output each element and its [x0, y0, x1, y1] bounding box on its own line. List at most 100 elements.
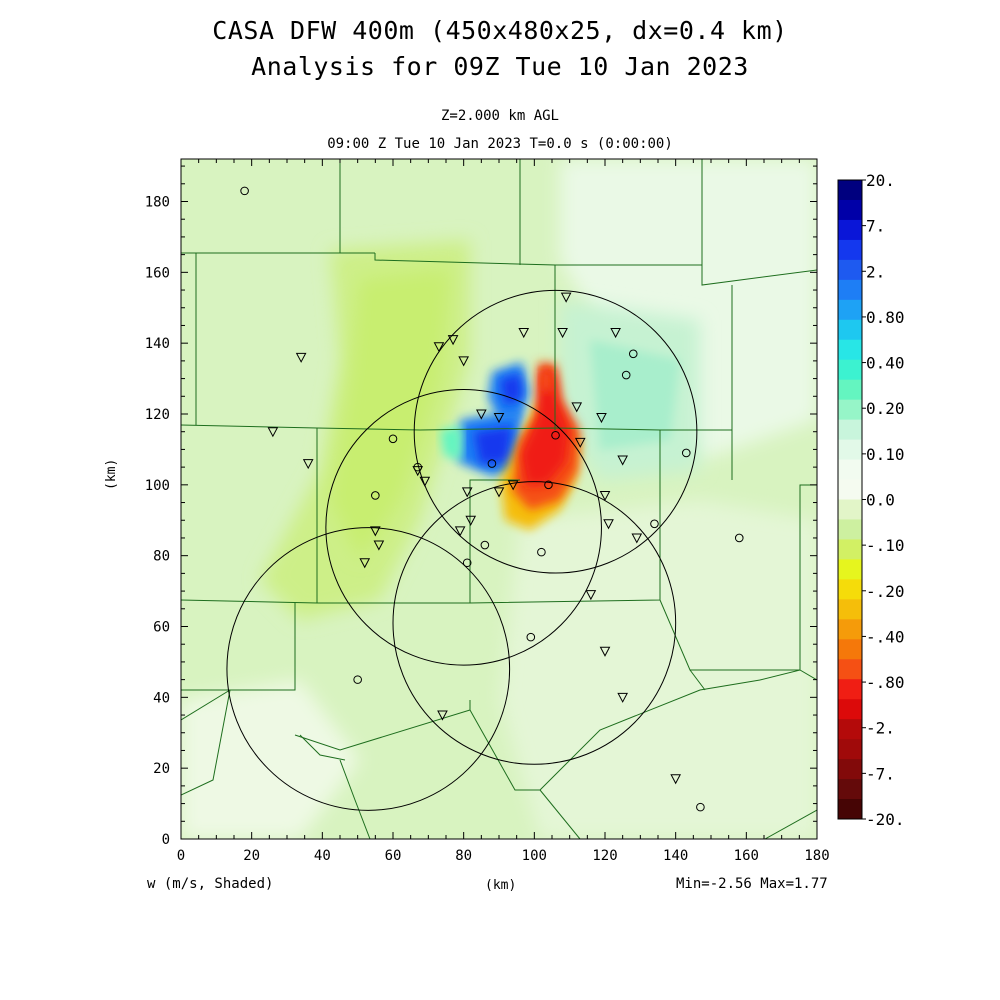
colorbar-swatch — [838, 279, 862, 301]
triangle-station — [295, 352, 307, 363]
circle-station — [681, 448, 691, 458]
colorbar-labels: 20. 7. 2. 0.80 0.40 0.20 0.10 0.0 -.10 -.20 -.40 -.… — [866, 171, 905, 829]
y-tick-label: 60 — [153, 620, 170, 636]
y-tick-label: 180 — [145, 195, 170, 211]
y-tick-label: 140 — [145, 336, 170, 352]
circle-station — [487, 459, 497, 468]
triangle-station — [373, 540, 385, 551]
circle-station — [551, 430, 560, 440]
x-tick-label: 180 — [804, 848, 829, 864]
x-tick-label: 0 — [177, 848, 185, 864]
circle-station — [353, 675, 362, 684]
circle-station — [413, 462, 423, 472]
time-subtitle: 09:00 Z Tue 10 Jan 2023 T=0.0 s (0:00:00… — [327, 136, 673, 152]
colorbar-label: 20. — [866, 171, 895, 190]
radar-ring-1 — [325, 389, 602, 666]
colorbar-swatch — [838, 759, 862, 780]
triangle-station — [433, 342, 445, 353]
colorbar-swatch — [838, 359, 862, 381]
triangle-station — [603, 519, 614, 530]
colorbar-swatch — [838, 479, 862, 500]
triangle-station — [599, 490, 611, 502]
colorbar-swatch — [838, 239, 862, 261]
x-tick-label: 100 — [522, 848, 547, 864]
triangle-station — [412, 466, 424, 477]
field-shading — [181, 159, 817, 839]
radar-ring-2 — [392, 481, 677, 765]
triangle-station — [670, 774, 681, 785]
triangle-station — [571, 402, 583, 413]
min-max-stats: Min=-2.56 Max=1.77 — [676, 876, 828, 892]
colorbar-swatch — [838, 399, 862, 421]
variable-label: w (m/s, Shaded) — [147, 876, 274, 892]
colorbar-swatch — [838, 579, 862, 600]
colorbar-swatch — [838, 519, 862, 540]
radar-range-rings — [226, 289, 698, 811]
circle-station — [480, 540, 490, 550]
colorbar-swatch — [838, 599, 862, 620]
radar-ring-0 — [413, 289, 698, 574]
colorbar-swatch — [838, 559, 862, 580]
y-tick-label: 80 — [153, 549, 170, 565]
stations — [240, 186, 744, 812]
colorbar-swatch — [838, 439, 862, 461]
x-tick-label: 80 — [455, 848, 472, 864]
circle-station — [388, 434, 398, 444]
plot-title-line1: CASA DFW 400m (450x480x25, dx=0.4 km) — [212, 16, 788, 45]
x-tick-label: 120 — [592, 848, 617, 864]
colorbar-label: -.40 — [866, 627, 905, 646]
circle-station — [240, 186, 249, 196]
triangle-station — [596, 413, 607, 424]
colorbar-swatch — [838, 259, 862, 281]
triangle-station — [560, 292, 572, 303]
colorbar-label: -2. — [866, 719, 895, 738]
triangle-station — [465, 515, 477, 526]
colorbar-swatch — [838, 719, 862, 740]
triangle-station — [610, 328, 621, 339]
colorbar-swatch — [838, 659, 862, 680]
triangle-station — [302, 459, 314, 470]
triangle-station — [370, 526, 381, 537]
triangle-station — [419, 476, 431, 487]
y-tick-label: 20 — [153, 761, 170, 777]
tick-labels: 0 20 40 60 80 100 120 140 160 180 0 20 40 60 80 100 120 1… — [145, 195, 830, 865]
colorbar-swatch — [838, 219, 862, 241]
y-axis-label: (km) — [104, 458, 119, 490]
colorbar-swatch — [838, 779, 862, 800]
triangle-station — [599, 646, 611, 657]
triangle-station — [493, 487, 505, 498]
level-subtitle: Z=2.000 km AGL — [440, 108, 559, 124]
circle-station — [650, 519, 659, 529]
triangle-station — [617, 692, 628, 703]
plot-title-line2: Analysis for 09Z Tue 10 Jan 2023 — [251, 52, 749, 81]
triangle-station — [454, 526, 466, 537]
colorbar — [837, 179, 866, 820]
y-tick-label: 100 — [145, 478, 170, 494]
colorbar-label: -.20 — [866, 582, 905, 601]
colorbar-swatch — [838, 499, 862, 520]
triangle-station — [458, 356, 469, 367]
triangle-station — [585, 590, 597, 601]
x-tick-label: 20 — [243, 848, 260, 864]
colorbar-swatch — [838, 299, 862, 321]
triangle-station — [507, 480, 519, 491]
triangle-station — [574, 437, 586, 448]
triangle-station — [617, 455, 628, 466]
colorbar-swatch — [838, 739, 862, 760]
colorbar-label: 0.20 — [866, 399, 905, 418]
x-axis-label: (km) — [485, 878, 517, 893]
colorbar-swatch — [838, 319, 862, 341]
y-tick-label: 120 — [145, 407, 170, 423]
circle-station — [371, 491, 380, 500]
county-boundaries — [181, 159, 817, 839]
circle-station — [696, 802, 705, 812]
colorbar-label: 0.80 — [866, 308, 905, 327]
triangle-station — [461, 487, 473, 498]
x-tick-label: 40 — [314, 848, 331, 864]
colorbar-swatch — [838, 459, 862, 481]
triangle-station — [557, 328, 568, 339]
axis-ticks — [180, 159, 818, 840]
colorbar-swatch — [838, 199, 862, 221]
triangle-station — [437, 710, 448, 721]
